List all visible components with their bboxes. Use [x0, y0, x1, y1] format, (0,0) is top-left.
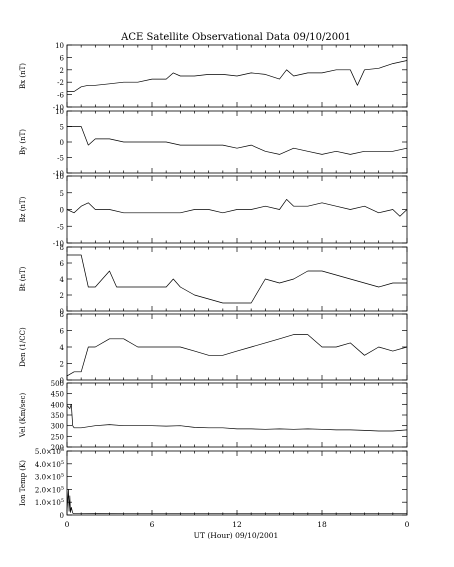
x-tick-label: 0: [405, 520, 410, 529]
y-tick-label: 8: [60, 244, 64, 252]
y-axis-label: Vel (Km/sec): [19, 393, 27, 439]
y-axis-label: By (nT): [19, 129, 27, 155]
y-tick-label: 6: [60, 260, 65, 268]
panel-frame: [66, 313, 408, 381]
y-axis-label: Den (1/CC): [19, 327, 27, 367]
x-tick-label: 0: [65, 520, 70, 529]
series-line: [67, 60, 408, 92]
y-tick-label: 0: [60, 207, 64, 215]
series-line: [67, 126, 408, 155]
series-line: [66, 334, 408, 377]
y-tick-label: -10: [53, 240, 64, 248]
panel-frame: [66, 450, 408, 516]
y-tick-label: 0: [60, 512, 64, 520]
y-tick-label: 2: [60, 67, 64, 75]
chart-panels: 10 6 2 -2 -6 -10 Bx (nT) 10 5 0 -5 -10 By (nT) 10 5 0 -5…: [19, 42, 410, 529]
series-line: [66, 489, 407, 515]
x-tick-label: 18: [317, 520, 327, 529]
chart-title: ACE Satellite Observational Data 09/10/2…: [120, 32, 351, 43]
x-axis-label: UT (Hour) 09/10/2001: [194, 531, 279, 540]
panel-5: 8 6 4 2 0 Den (1/CC): [19, 311, 408, 385]
x-tick-label: 12: [232, 520, 242, 529]
y-axis-label: Ion Temp (K): [19, 460, 27, 506]
y-tick-label: 500: [51, 380, 64, 388]
y-tick-label: 4: [60, 276, 65, 284]
y-tick-label: 8: [60, 311, 64, 319]
y-tick-label: 3.0×105: [35, 473, 64, 482]
y-tick-label: -5: [57, 223, 64, 231]
panel-4: 8 6 4 2 0 Bt (nT): [19, 244, 408, 316]
y-tick-label: 6: [60, 54, 65, 62]
y-tick-label: 4.0×105: [35, 460, 64, 469]
y-tick-label: 0: [60, 139, 64, 147]
y-tick-label: 350: [51, 412, 64, 420]
panel-2: 10 5 0 -5 -10 By (nT): [19, 108, 408, 178]
y-tick-label: 200: [51, 444, 64, 452]
panel-7: 5.0×105 4.0×105 3.0×105 2.0×105 1.0×105 0 Ion …: [19, 447, 408, 520]
y-tick-label: -10: [53, 104, 64, 112]
y-tick-label: 10: [55, 173, 64, 181]
y-axis-label: Bt (nT): [19, 266, 27, 291]
y-tick-label: 300: [51, 423, 64, 431]
y-tick-label: -5: [57, 155, 64, 163]
y-tick-label: 2: [60, 361, 64, 369]
series-line: [66, 199, 408, 217]
y-tick-label: 4: [60, 344, 65, 352]
y-tick-label: 10: [55, 108, 64, 116]
series-line: [66, 403, 408, 432]
y-tick-label: 2: [60, 292, 64, 300]
y-tick-label: 0: [60, 308, 64, 316]
series-line: [67, 254, 407, 304]
y-tick-label: 10: [55, 42, 64, 50]
y-tick-label: 5: [60, 124, 64, 132]
panel-frame: [66, 246, 408, 312]
y-tick-label: 400: [51, 401, 64, 409]
y-tick-label: 2.0×105: [35, 485, 64, 494]
y-tick-label: 5: [60, 190, 64, 198]
panel-3: 10 5 0 -5 -10 Bz (nT): [19, 173, 408, 248]
y-tick-label: -6: [57, 92, 64, 100]
y-tick-label: 5.0×105: [35, 447, 64, 456]
y-tick-label: 1.0×105: [35, 498, 64, 507]
panel-frame: [66, 382, 408, 448]
y-axis-label: Bz (nT): [19, 196, 27, 222]
panel-6: 500 450 400 350 300 250 200 Vel (Km/sec): [19, 380, 408, 452]
y-tick-label: -10: [53, 170, 64, 178]
y-tick-label: 250: [51, 433, 64, 441]
y-tick-label: -2: [57, 79, 64, 87]
y-tick-label: 0: [60, 377, 64, 385]
y-tick-label: 6: [60, 328, 65, 336]
y-axis-label: Bx (nT): [19, 63, 27, 89]
x-tick-label: 6: [150, 520, 155, 529]
panel-1: 10 6 2 -2 -6 -10 Bx (nT): [19, 42, 408, 112]
panel-frame: [66, 110, 408, 174]
y-tick-label: 450: [51, 391, 64, 399]
